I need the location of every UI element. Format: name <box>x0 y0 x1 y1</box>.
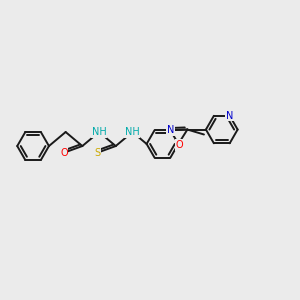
Text: O: O <box>60 148 68 158</box>
Text: N: N <box>167 125 174 135</box>
Text: O: O <box>176 140 183 150</box>
Text: S: S <box>94 148 101 158</box>
Text: NH: NH <box>125 127 140 137</box>
Text: N: N <box>226 111 233 121</box>
Text: NH: NH <box>92 127 106 137</box>
